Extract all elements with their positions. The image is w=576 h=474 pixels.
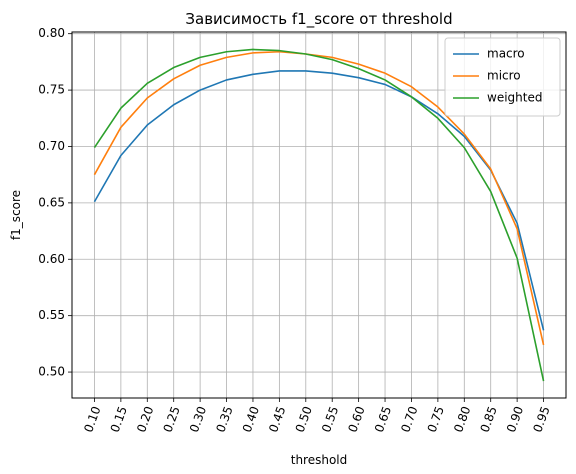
legend: macro micro weighted (444, 37, 561, 117)
x-axis-label: threshold (291, 453, 348, 467)
y-tick-label: 0.75 (38, 83, 65, 97)
y-tick-label: 0.55 (38, 308, 65, 322)
y-tick-label: 0.60 (38, 252, 65, 266)
plot-area-frame (71, 31, 567, 399)
grid (72, 32, 566, 398)
y-axis-label: f1_score (9, 190, 23, 240)
series-lines (93, 48, 545, 382)
legend-box (444, 37, 561, 117)
y-axis-ticks: 0.50 0.55 0.60 0.65 0.70 0.75 0.80 (38, 26, 72, 379)
chart-title: Зависимость f1_score от threshold (185, 10, 452, 29)
y-tick-label: 0.80 (38, 26, 65, 40)
series-line-weighted (93, 48, 545, 382)
y-tick-label: 0.50 (38, 365, 65, 379)
y-tick-label: 0.65 (38, 195, 65, 209)
series-line-micro (93, 50, 545, 346)
legend-label-micro: micro (487, 69, 521, 83)
series-line-macro (93, 70, 545, 331)
legend-label-weighted: weighted (487, 91, 542, 105)
y-tick-label: 0.70 (38, 139, 65, 153)
legend-label-macro: macro (487, 47, 525, 61)
